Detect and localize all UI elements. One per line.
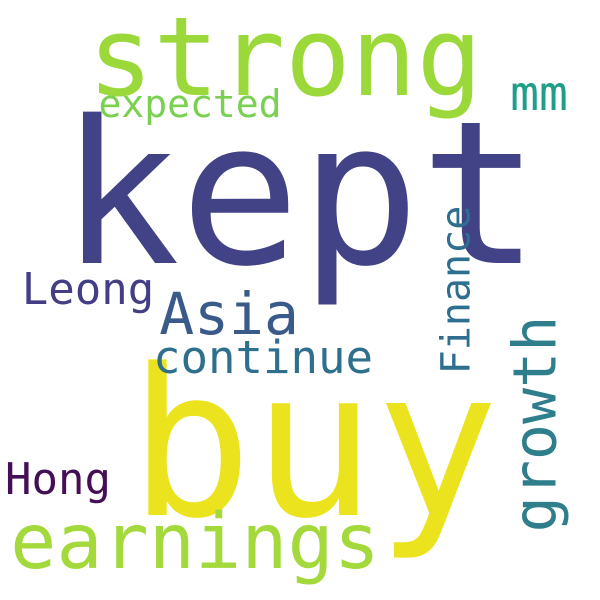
word-strong: strong (87, 0, 483, 122)
word-kept: kept (60, 79, 540, 312)
word-finance: Finance (432, 205, 479, 375)
word-hong: Hong (5, 454, 111, 505)
word-expected: expected (98, 82, 282, 126)
word-buy: buy (129, 325, 499, 564)
word-earnings: earnings (10, 497, 380, 587)
word-mm: mm (510, 66, 568, 122)
word-leong: Leong (21, 264, 155, 315)
word-growth: growth (499, 315, 570, 533)
word-continue: continue (153, 331, 374, 385)
word-asia: Asia (159, 280, 299, 348)
